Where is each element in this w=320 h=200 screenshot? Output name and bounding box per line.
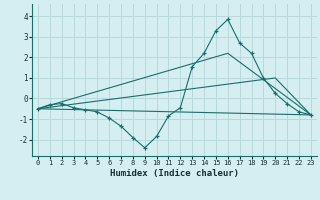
X-axis label: Humidex (Indice chaleur): Humidex (Indice chaleur) <box>110 169 239 178</box>
